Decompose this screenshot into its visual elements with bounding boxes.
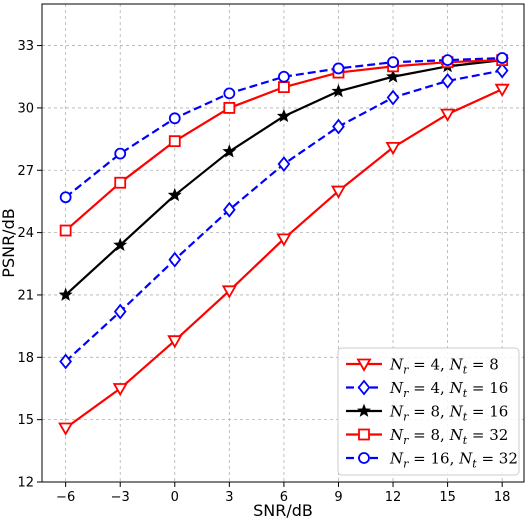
legend-item-0: Nr = 4, Nt = 8	[346, 356, 499, 377]
legend-t-value: 32	[499, 450, 518, 468]
series-0-point	[440, 108, 456, 122]
series-4-point	[168, 112, 181, 125]
series-3-point	[168, 135, 181, 148]
y-tick-label: 18	[17, 351, 34, 366]
legend-marker-0	[356, 358, 372, 372]
x-tick-label: 3	[225, 490, 233, 505]
legend-marker-4	[358, 452, 370, 464]
series-0-point	[221, 285, 237, 299]
legend-item-3: Nr = 8, Nt = 32	[346, 426, 508, 447]
series-2-point	[276, 108, 291, 123]
series-1-point	[222, 201, 236, 218]
series-4-point	[59, 191, 72, 204]
series-4-point	[278, 70, 290, 83]
legend-label-2: Nr = 8, Nt = 16	[389, 403, 508, 424]
x-tick-label: 18	[494, 490, 511, 505]
series-1	[59, 62, 509, 370]
series-2	[58, 52, 510, 301]
x-tick-label: 0	[171, 490, 179, 505]
legend-item-1: Nr = 4, Nt = 16	[346, 379, 508, 400]
series-0-point	[112, 383, 128, 397]
legend-frame	[337, 347, 520, 476]
series-4-point	[114, 147, 127, 160]
legend-label-1: Nr = 4, Nt = 16	[389, 379, 508, 400]
legend-t-value: 32	[489, 426, 508, 444]
series-4-point	[496, 52, 509, 64]
legend-label-3: Nr = 8, Nt = 32	[389, 426, 508, 447]
series-1-point	[113, 303, 127, 320]
y-axis-label: PSNR/dB	[0, 208, 18, 277]
series-2-point	[331, 83, 346, 98]
legend-item-4: Nr = 16, Nt = 32	[346, 450, 518, 471]
legend-marker-1	[357, 379, 371, 396]
x-tick-label: 6	[280, 490, 288, 505]
series-4-point	[441, 54, 454, 67]
series-1-point	[168, 251, 182, 268]
series-1-point	[59, 353, 72, 370]
series-1-point	[495, 62, 509, 79]
x-tick-label: 12	[385, 490, 402, 505]
series-0-point	[330, 185, 347, 199]
series-0-point	[167, 335, 183, 349]
legend-r-value: 4	[431, 379, 441, 397]
legend: Nr = 4, Nt = 8Nr = 4, Nt = 16 Nr = 8, Nt …	[337, 347, 520, 476]
legend-t-value: 8	[489, 356, 499, 374]
series-2-point	[386, 69, 401, 83]
series-4-point	[223, 87, 236, 100]
legend-label-4: Nr = 16, Nt = 32	[389, 450, 518, 471]
y-tick-label: 33	[17, 39, 34, 54]
plot-frame	[41, 3, 525, 483]
series-0	[58, 83, 510, 436]
series-3-point	[59, 224, 72, 237]
series-3-point	[223, 102, 236, 114]
series-group	[58, 52, 510, 436]
x-axis-label: SNR/dB	[253, 501, 313, 520]
x-tick-label: −6	[56, 490, 75, 505]
y-tick-label: 12	[17, 476, 34, 491]
x-tick-label: −3	[111, 490, 130, 505]
series-0-point	[276, 233, 292, 247]
legend-t-value: 16	[489, 379, 508, 397]
series-3-point	[278, 81, 290, 94]
y-tick-label: 15	[17, 413, 34, 428]
x-tick-label: 15	[439, 490, 456, 505]
legend-item-2: Nr = 8, Nt = 16	[346, 403, 508, 424]
legend-r-value: 4	[431, 356, 441, 374]
series-0-point	[385, 141, 401, 156]
series-2-point	[58, 287, 73, 301]
legend-marker-2	[357, 403, 371, 417]
series-2-point	[222, 144, 237, 158]
series-2-point	[167, 187, 182, 202]
legend-label-0: Nr = 4, Nt = 8	[389, 356, 499, 377]
series-2-point	[113, 237, 128, 252]
y-tick-label: 30	[17, 101, 34, 116]
series-4-point	[387, 56, 399, 69]
series-3-point	[114, 176, 127, 189]
y-tick-label: 27	[17, 164, 34, 179]
y-tick-label: 21	[17, 288, 34, 303]
series-1-point	[332, 118, 345, 135]
series-0-point	[58, 422, 74, 436]
series-1-point	[441, 72, 454, 89]
legend-r-value: 8	[431, 403, 441, 421]
series-line-4	[64, 56, 503, 199]
legend-marker-3	[358, 428, 370, 441]
series-1-point	[386, 89, 400, 106]
x-tick-label: 9	[334, 490, 342, 505]
y-tick-label: 24	[17, 226, 34, 241]
legend-r-value: 8	[431, 426, 441, 444]
series-1-point	[277, 156, 291, 172]
series-0-point	[494, 83, 510, 98]
ticks: −6 −3 0 3 6 9 12 15 18 12 15 18 21 24 27 30 33	[17, 39, 510, 505]
series-4	[59, 52, 509, 204]
legend-r-value: 16	[431, 450, 450, 468]
series-4-point	[332, 62, 345, 75]
legend-t-value: 16	[489, 403, 508, 421]
